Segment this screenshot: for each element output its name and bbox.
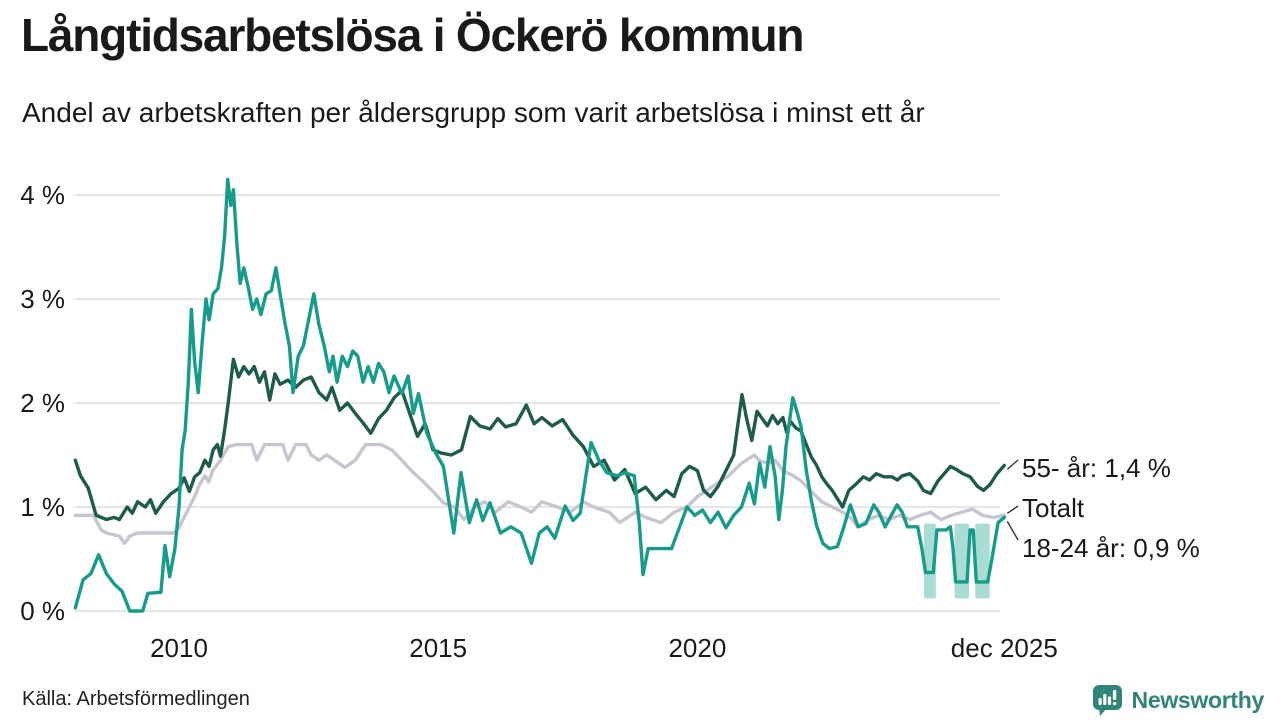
end-label-55: 55- år: 1,4 % — [1022, 453, 1171, 483]
y-tick-label-2: 2 % — [20, 388, 65, 418]
y-tick-label-0: 0 % — [20, 596, 65, 626]
uncertainty-band-1824-1 — [954, 523, 970, 599]
end-label-1824: 18-24 år: 0,9 % — [1022, 533, 1200, 563]
x-tick-label-2010: 2010 — [150, 633, 208, 663]
source-note: Källa: Arbetsförmedlingen — [22, 688, 250, 710]
y-tick-label-3: 3 % — [20, 284, 65, 314]
series-line-55 — [73, 357, 1006, 522]
end-label-total: Totalt — [1022, 493, 1085, 523]
uncertainty-band-1824-2 — [975, 523, 990, 599]
brand-name: Newsworthy — [1131, 687, 1265, 713]
newsworthy-speech-bubble-bars-icon — [1092, 684, 1124, 717]
series-line-total — [73, 442, 1006, 546]
series-line-1824 — [73, 177, 1006, 613]
x-tick-label-2020: 2020 — [668, 633, 726, 663]
uncertainty-band-1824-0 — [923, 523, 936, 599]
y-tick-label-1: 1 % — [20, 492, 65, 522]
page-subtitle: Andel av arbetskraften per åldersgrupp s… — [22, 97, 925, 128]
leader-line-55 — [1006, 459, 1019, 470]
x-tick-label-2015: 2015 — [409, 633, 467, 663]
y-tick-label-4: 4 % — [20, 180, 65, 210]
brand-logo: Newsworthy — [1092, 684, 1264, 717]
page-title: Långtidsarbetslösa i Öckerö kommun — [21, 9, 805, 61]
leader-line-total — [1006, 505, 1019, 514]
x-tick-label-dec-2025: dec 2025 — [951, 633, 1058, 663]
leader-line-1824 — [1006, 521, 1019, 541]
